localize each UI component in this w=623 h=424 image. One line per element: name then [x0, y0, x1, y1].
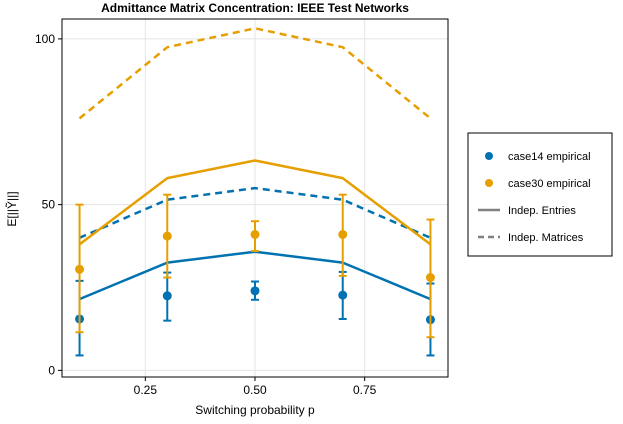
x-axis-label: Switching probability p: [195, 403, 315, 417]
legend-marker: [485, 152, 493, 160]
y-tick-label: 0: [48, 363, 55, 377]
legend-label: Indep. Matrices: [508, 232, 584, 244]
case30-point: [162, 231, 172, 241]
case30-point: [75, 264, 85, 274]
legend-marker: [485, 179, 493, 187]
axes: 0.25 0.50 0.75 0 50 100: [35, 32, 377, 397]
legend-label: case14 empirical: [508, 151, 591, 163]
y-tick-label: 50: [42, 198, 56, 212]
case30-dashed-line: [78, 27, 432, 120]
plot-area: [75, 27, 435, 357]
case30-solid-line: [78, 159, 432, 246]
case14-point: [162, 291, 172, 301]
legend-label: Indep. Entries: [508, 205, 576, 217]
case14-dashed-line: [79, 186, 431, 239]
legend: case14 empirical case30 empirical Indep. E…: [467, 132, 613, 257]
x-tick-label: 0.25: [134, 383, 158, 397]
y-axis-label: E[||Ỹ||]: [5, 191, 19, 226]
grid: [62, 19, 448, 377]
case14-point: [338, 290, 348, 300]
x-tick-label: 0.75: [353, 383, 377, 397]
case30-point: [425, 273, 435, 283]
x-tick-label: 0.50: [243, 383, 267, 397]
chart-title: Admittance Matrix Concentration: IEEE Te…: [101, 1, 409, 15]
legend-label: case30 empirical: [508, 178, 591, 190]
y-tick-label: 100: [35, 32, 55, 46]
case30-point: [250, 229, 260, 239]
case14-point: [250, 286, 260, 296]
case30-point: [338, 229, 348, 239]
